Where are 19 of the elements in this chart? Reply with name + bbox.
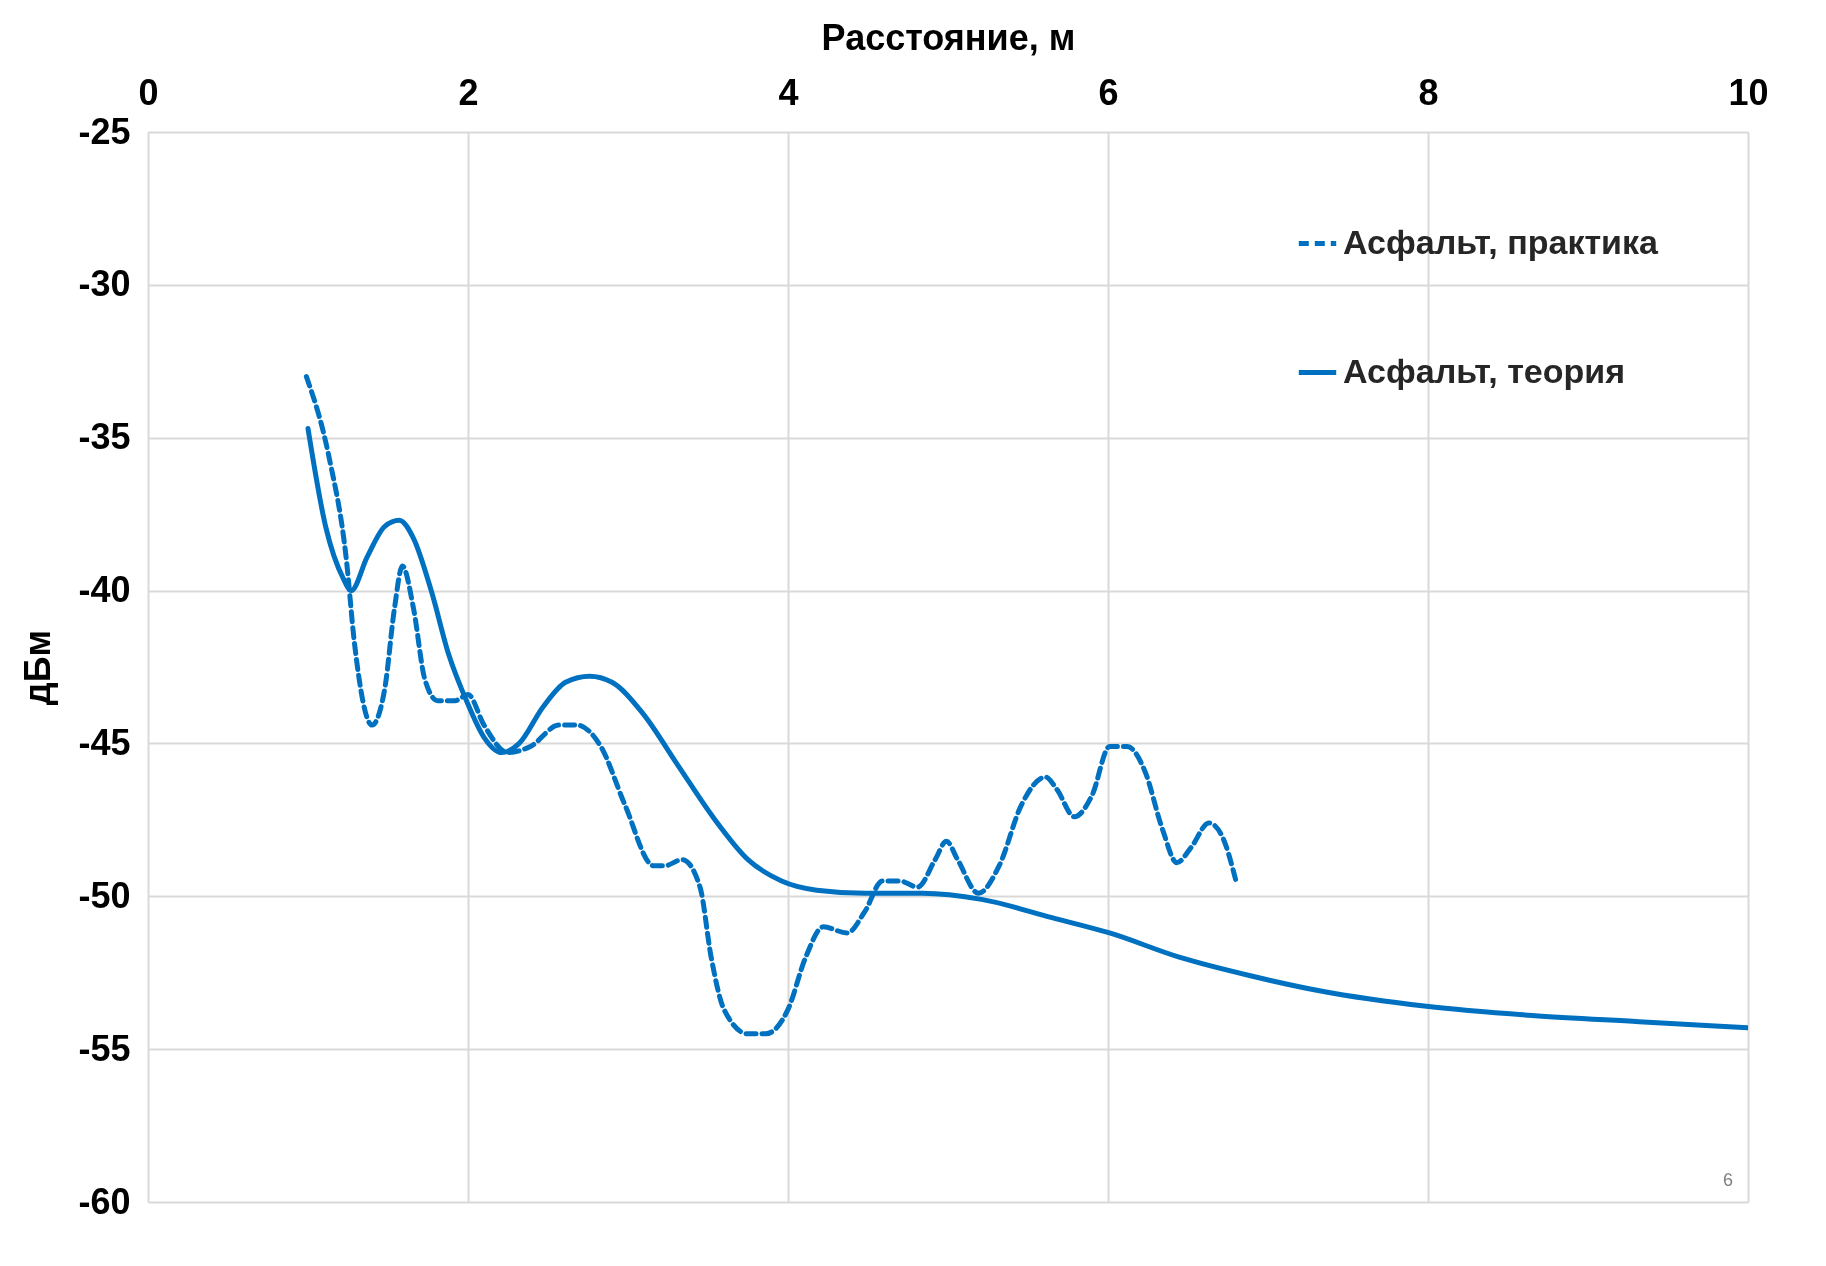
annotation: 6: [1722, 1170, 1733, 1190]
legend-label: Асфальт, теория: [1343, 351, 1626, 390]
y-tick-label: -30: [78, 263, 131, 305]
y-tick-label: -45: [78, 721, 131, 763]
y-tick-label: -35: [78, 416, 131, 458]
x-axis-title: Расстояние, м: [821, 16, 1076, 58]
y-tick-label: -25: [78, 110, 131, 152]
x-tick-label: 0: [138, 71, 159, 113]
y-tick-label: -55: [78, 1027, 131, 1069]
legend-label: Асфальт, практика: [1343, 222, 1659, 261]
x-tick-label: 8: [1418, 71, 1439, 113]
x-tick-label: 4: [778, 71, 799, 113]
y-tick-label: -60: [78, 1180, 131, 1222]
y-axis-title: дБм: [17, 629, 59, 706]
y-tick-label: -50: [78, 874, 131, 916]
y-tick-label: -40: [78, 569, 131, 611]
x-tick-label: 2: [458, 71, 479, 113]
x-tick-label: 10: [1728, 71, 1769, 113]
x-tick-label: 6: [1098, 71, 1119, 113]
